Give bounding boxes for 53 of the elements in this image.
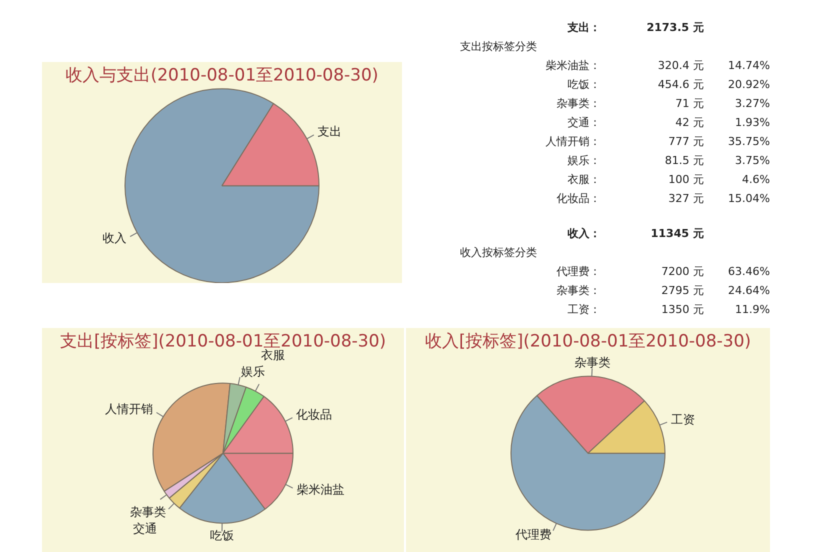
slice-label: 支出: [317, 124, 342, 139]
text: 支出按标签分类: [460, 39, 538, 55]
text: 2795 元: [660, 283, 704, 299]
text: 人情开销：: [544, 134, 601, 150]
text: 衣服：: [566, 172, 601, 188]
text: 化妆品：: [556, 191, 601, 207]
slice-label: 代理费: [514, 527, 552, 542]
text: 2173.5 元: [646, 20, 704, 36]
text: 320.4 元: [656, 58, 704, 74]
text: 1350 元: [660, 302, 704, 318]
text: 11.9%: [734, 302, 770, 318]
text: 35.75%: [727, 134, 770, 150]
text: 71 元: [674, 96, 704, 112]
slice-label: 娱乐: [240, 364, 265, 378]
chart-title: 收入与支出(2010-08-01至2010-08-30): [66, 66, 378, 86]
slice-label: 工资: [670, 412, 695, 426]
text: 777 元: [667, 134, 704, 150]
text: 3.75%: [734, 153, 770, 169]
text: 15.04%: [727, 191, 770, 207]
text: 42 元: [674, 115, 704, 131]
text: 20.92%: [727, 77, 770, 93]
text: 工资：: [566, 302, 601, 318]
text: 支出：: [566, 20, 601, 36]
text: 81.5 元: [664, 153, 704, 169]
slice-label: 人情开销: [105, 402, 154, 416]
text: 24.64%: [727, 283, 770, 299]
slice-label: 杂事类: [130, 504, 166, 519]
slice-label: 交通: [132, 522, 157, 536]
text: 327 元: [667, 191, 704, 207]
text: 娱乐：: [566, 153, 601, 169]
text: 7200 元: [660, 264, 704, 280]
text: 454.6 元: [656, 77, 704, 93]
text: 代理费：: [556, 264, 601, 280]
text: 4.6%: [741, 172, 770, 188]
slice-label: 吃饭: [210, 528, 234, 542]
text: 63.46%: [727, 264, 770, 280]
text: 杂事类：: [556, 283, 601, 299]
slice-label: 杂事类: [574, 355, 610, 370]
text: 交通：: [566, 115, 601, 131]
text: 1.93%: [734, 115, 770, 131]
slice-label: 柴米油盐: [296, 482, 344, 496]
slice-label: 化妆品: [296, 408, 332, 422]
text: 收入：: [566, 226, 601, 242]
text: 吃饭：: [566, 77, 601, 93]
text: 14.74%: [727, 58, 770, 74]
text: 杂事类：: [556, 96, 601, 112]
slice-label: 收入: [102, 231, 127, 246]
text: 3.27%: [734, 96, 770, 112]
text: 100 元: [667, 172, 704, 188]
text: 11345 元: [650, 226, 704, 242]
text: 收入按标签分类: [460, 245, 538, 261]
chart-title: 收入[按标签](2010-08-01至2010-08-30): [424, 332, 752, 352]
text: 柴米油盐：: [544, 58, 601, 74]
